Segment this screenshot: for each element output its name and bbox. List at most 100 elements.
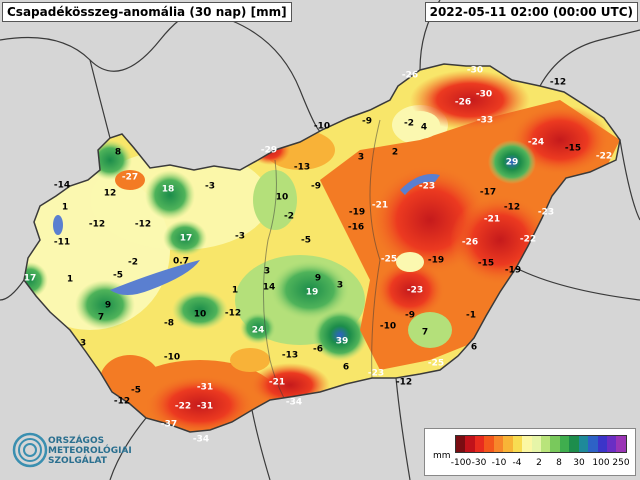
station-value-label: 1 [67,275,73,285]
station-value-label: -19 [505,266,521,276]
station-value-label: -34 [193,435,209,445]
station-value-label: -12 [396,378,412,388]
station-value-label: 9 [105,301,111,311]
map-datetime: 2022-05-11 02:00 (00:00 UTC) [424,2,638,22]
legend-tick-label: -10 [491,458,507,468]
legend-swatch [597,436,607,452]
station-value-label: 4 [421,123,427,133]
station-value-label: -25 [428,359,444,369]
station-value-label: 2 [392,148,398,158]
legend-swatch [493,436,504,452]
station-value-label: -5 [301,236,311,246]
station-value-label: -27 [122,173,138,183]
hungary-border [23,63,621,433]
station-value-label: -5 [113,271,123,281]
station-value-label: 24 [252,326,265,336]
legend-swatch [484,436,494,452]
station-value-label: -31 [197,402,213,412]
station-value-label: -16 [348,223,364,233]
station-value-label: -9 [311,182,321,192]
station-value-label: -11 [54,238,70,248]
station-value-label: 39 [336,337,349,347]
logo-line-2: METEOROLÓGIAI [48,446,132,456]
station-value-label: -23 [538,208,554,218]
station-value-label: -25 [381,255,397,265]
color-legend: mm -100 -30 -10 -4 2 8 30 100 250 [424,428,636,476]
station-value-label: -19 [349,208,365,218]
station-value-label: 1 [232,286,238,296]
station-value-label: 18 [162,185,175,195]
station-value-label: -12 [135,220,151,230]
station-value-label: -30 [467,66,483,76]
legend-swatch [503,436,513,452]
station-value-label: 6 [343,363,349,373]
legend-swatch [522,436,532,452]
legend-swatch [474,436,485,452]
station-value-label: -22 [520,235,536,245]
station-value-label: -12 [114,397,130,407]
station-value-label: -15 [565,144,581,154]
legend-swatch [578,436,589,452]
station-value-label: 10 [276,193,289,203]
station-value-label: -13 [282,351,298,361]
legend-tick-label: 250 [612,458,630,468]
legend-swatch [512,436,523,452]
station-value-label: -9 [405,311,415,321]
legend-tick-label: 8 [556,458,562,468]
station-value-label: -12 [504,203,520,213]
station-value-label: -21 [484,215,500,225]
station-value-label: -3 [205,182,215,192]
legend-swatch [616,436,626,452]
station-value-label: -2 [128,258,138,268]
legend-swatch [550,436,560,452]
station-value-label: -23 [368,369,384,379]
station-value-label: -22 [596,152,612,162]
station-value-label: 3 [80,339,86,349]
station-values: -26 -30-12-26-30-33-10 -9 -2 4-24-15-2229-29… [24,66,612,445]
station-value-label: -8 [164,319,174,329]
logo-icon [12,432,48,468]
legend-swatch [559,436,570,452]
station-value-label: -2 [284,212,294,222]
station-value-label: 3 [264,267,270,277]
station-value-label: -12 [550,78,566,88]
station-value-label: -12 [225,309,241,319]
station-value-label: -33 [477,116,493,126]
station-value-label: 7 [98,313,104,323]
station-value-label: -2 [404,119,414,129]
station-value-label: 12 [104,189,117,199]
station-value-label: 6 [471,343,477,353]
station-value-label: -6 [313,345,323,355]
station-value-label: -10 [314,122,330,132]
logo-line-3: SZOLGÁLAT [48,456,107,466]
station-value-label: 14 [263,283,276,293]
station-value-label: 1 [62,203,68,213]
station-value-label: 3 [337,281,343,291]
legend-unit: mm [433,451,451,461]
legend-swatch [607,436,617,452]
station-value-label: -23 [419,182,435,192]
legend-tick-label: 2 [536,458,542,468]
legend-swatch [531,436,541,452]
station-value-label: -30 [476,90,492,100]
station-value-label: -17 [480,188,496,198]
station-value-label: -15 [478,259,494,269]
station-value-label: -1 [466,311,476,321]
station-value-label: -14 [54,181,70,191]
station-value-label: -26 [462,238,478,248]
legend-tick-label: -4 [512,458,522,468]
station-value-label: 17 [180,234,193,244]
legend-tick-label: -100 [450,458,472,468]
station-value-label: -22 [175,402,191,412]
station-value-label: 17 [24,274,37,284]
station-value-label: 9 [315,274,321,284]
station-value-label: 7 [422,328,428,338]
station-value-label: -24 [528,138,544,148]
station-value-label: 19 [306,288,319,298]
station-value-label: -12 [89,220,105,230]
station-value-label: -23 [407,286,423,296]
omsz-logo: ORSZÁGOS METEOROLÓGIAI SZOLGÁLAT [10,430,160,474]
station-value-label: 29 [506,158,519,168]
